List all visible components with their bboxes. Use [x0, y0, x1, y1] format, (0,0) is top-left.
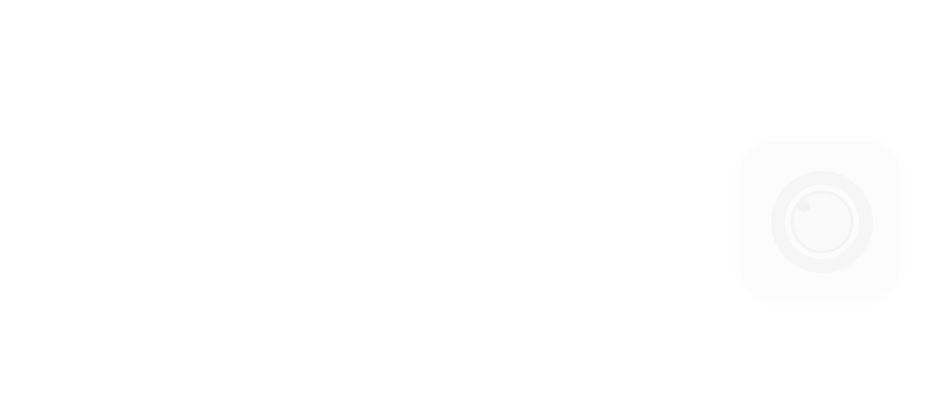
camera-lens-icon: [771, 171, 873, 273]
app-launcher-tile[interactable]: [740, 142, 900, 300]
